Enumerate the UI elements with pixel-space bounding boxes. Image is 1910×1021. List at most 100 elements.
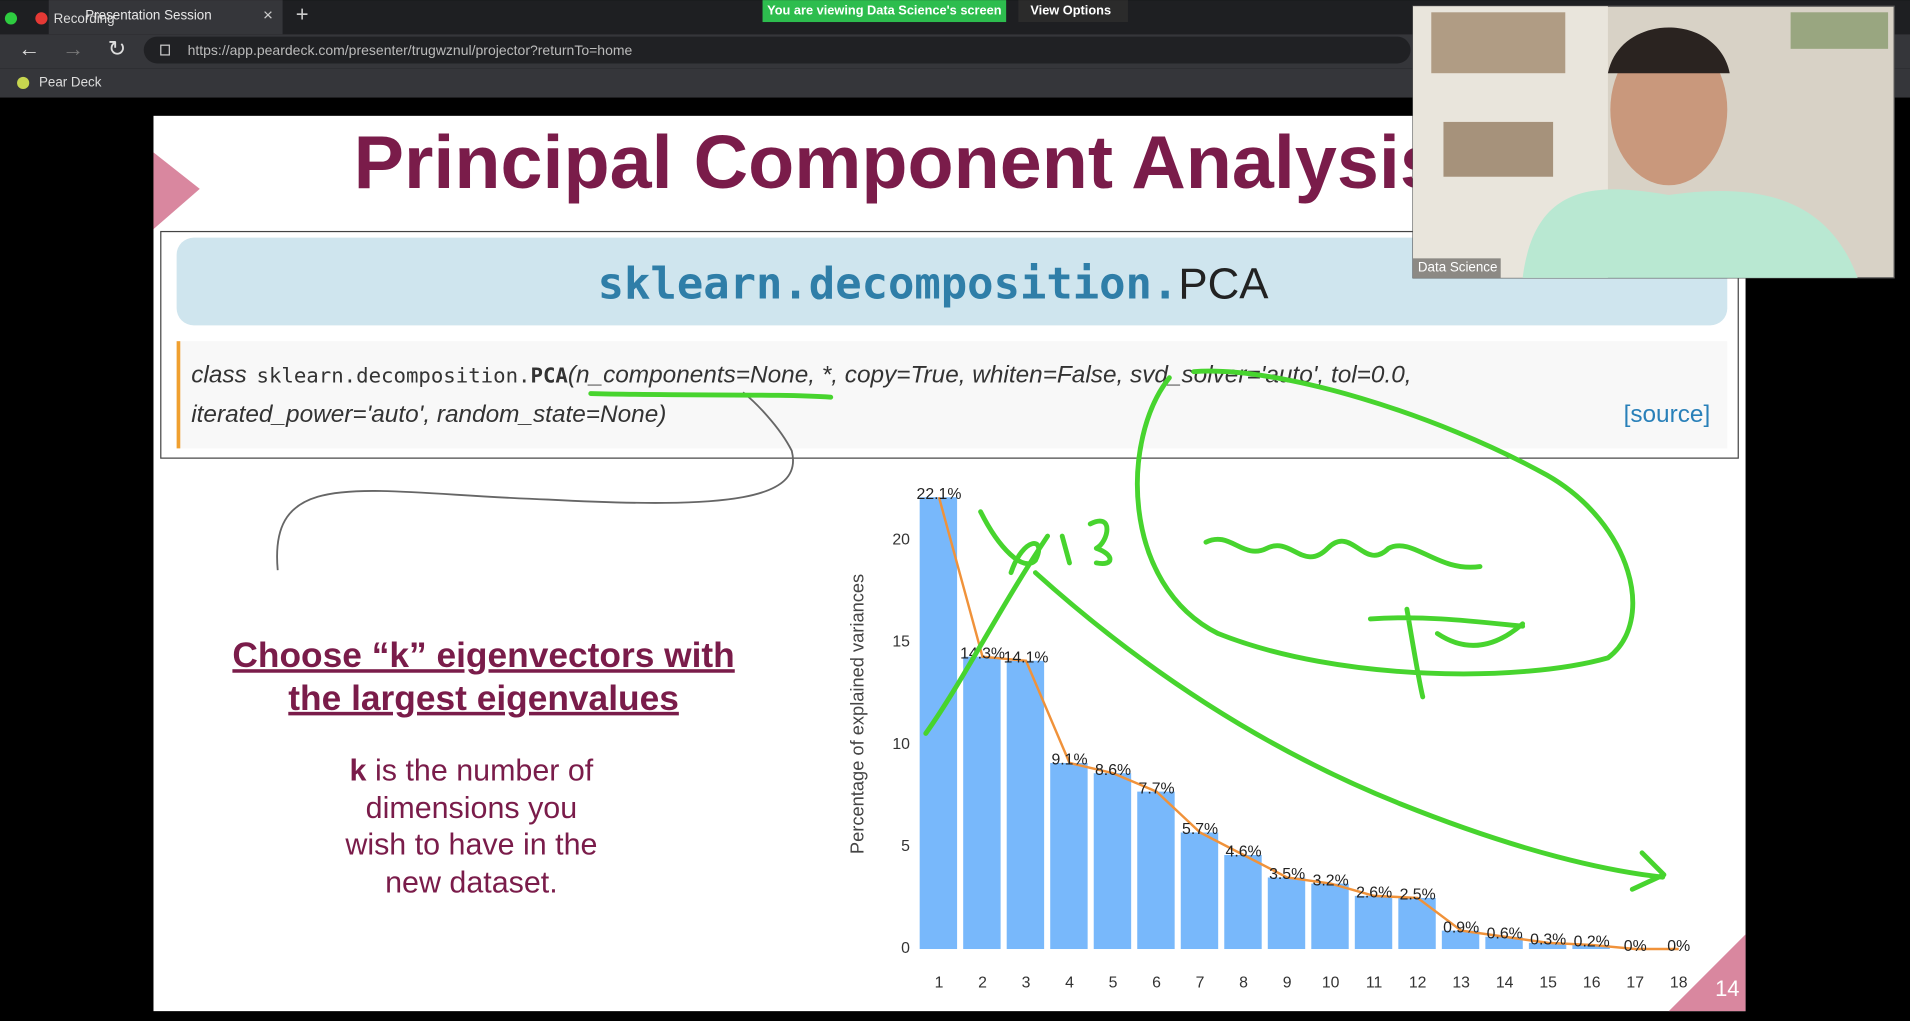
value-label: 0.3% [1530,932,1566,949]
bar [1354,895,1393,950]
x-tick-label: 1 [935,974,944,991]
view-options[interactable]: View Options [1030,2,1111,17]
ink-arrow [1032,570,1667,892]
value-label: 0.6% [1487,926,1523,943]
body-line: new dataset. [385,866,558,900]
y-tick-label: 15 [892,634,910,651]
value-label: 14.3% [960,645,1005,662]
value-label: 0% [1667,938,1690,955]
module: sklearn.decomposition. [256,364,530,388]
value-label: 7.7% [1139,780,1175,797]
books [1443,121,1554,177]
shield-icon [4,12,18,25]
value-label: 0.2% [1574,934,1610,951]
ink-circle [1134,368,1636,677]
source-link[interactable]: [source] [1624,401,1711,428]
x-tick-label: 18 [1670,974,1688,991]
value-label: 2.5% [1400,887,1436,904]
bar [1485,936,1523,950]
value-label: 3.2% [1313,872,1349,889]
signature-line-1: class sklearn.decomposition.PCA(n_compone… [191,362,1411,389]
active-tab[interactable] [48,0,283,35]
bar [1006,660,1045,950]
ink-underline [588,391,834,400]
record-icon [35,12,48,25]
value-label: 3.5% [1269,866,1305,883]
x-tick-label: 3 [1022,974,1031,991]
class-name: PCA [531,364,569,388]
bar [963,656,1001,950]
body-bold: k [350,753,367,787]
view-options-button[interactable] [1018,0,1128,23]
video-tile: Data Science [1412,5,1895,279]
pen-annotations [588,368,1667,892]
y-axis-label: Percentage of explained variances [847,574,868,854]
x-tick-label: 10 [1322,974,1340,991]
doc-header [176,237,1728,326]
bar [1528,942,1567,950]
ink-stroke [923,509,1051,736]
x-tick-label: 7 [1196,974,1205,991]
signature-box [176,341,1728,449]
bar [1441,930,1480,950]
close-tab[interactable]: × [263,5,273,24]
x-tick-label: 2 [978,974,987,991]
bar [1398,897,1436,950]
lock-icon [160,44,170,56]
reload-button[interactable]: ↻ [108,36,126,61]
doc-header-text: sklearn.decomposition.PCA [598,258,1270,309]
x-tick-label: 17 [1626,974,1644,991]
bookmark[interactable]: Pear Deck [39,74,102,89]
bar [1050,762,1088,950]
y-tick-label: 0 [901,940,910,957]
params-1: (n_components=None, *, copy=True, whiten… [568,362,1412,389]
x-tick-label: 16 [1583,974,1601,991]
ink-word-2 [1367,606,1526,700]
tab-title[interactable]: Presentation Session [85,7,211,22]
x-tick-label: 6 [1152,974,1161,991]
bar [1572,944,1610,950]
value-label: 0% [1624,938,1647,955]
heading-line-2: the largest eigenvalues [288,679,679,718]
trend-line [937,496,1679,951]
x-tick-label: 4 [1065,974,1074,991]
bar [919,497,958,950]
back-button[interactable]: ← [18,36,40,61]
label-bg [1413,258,1501,278]
connector-curve [276,391,794,571]
ink-word [1203,536,1483,570]
y-tick-label: 10 [892,736,910,753]
hair [1607,27,1730,74]
value-label: 9.1% [1051,752,1087,769]
recording-label: Recording [54,11,115,26]
share-banner [762,0,1007,23]
value-label: 22.1% [917,486,962,503]
page-number: 14 [1715,976,1739,1001]
value-label: 0.9% [1443,919,1479,936]
doc-module: sklearn.decomposition. [598,258,1179,309]
forward-button[interactable]: → [62,36,84,61]
x-tick-label: 13 [1452,974,1470,991]
body-first: is the number of [375,753,594,787]
shirt [1522,189,1858,278]
signature-border [176,341,181,449]
doc-class: PCA [1178,259,1269,308]
value-label: 5.7% [1182,821,1218,838]
value-label: 8.6% [1095,762,1131,779]
bar [1137,791,1175,950]
value-label: 4.6% [1226,844,1262,861]
y-tick-label: 5 [901,838,910,855]
url[interactable]: https://app.peardeck.com/presenter/trugw… [188,42,633,58]
bar [1180,832,1219,950]
bar [1224,854,1262,950]
ink-eighteen [1059,518,1113,566]
participant-name: Data Science [1418,260,1498,275]
url-bar[interactable] [143,36,1411,64]
slide-accent [153,152,200,230]
new-tab[interactable]: + [296,2,309,27]
bar [1311,883,1349,950]
value-label: 14.1% [1004,650,1049,667]
